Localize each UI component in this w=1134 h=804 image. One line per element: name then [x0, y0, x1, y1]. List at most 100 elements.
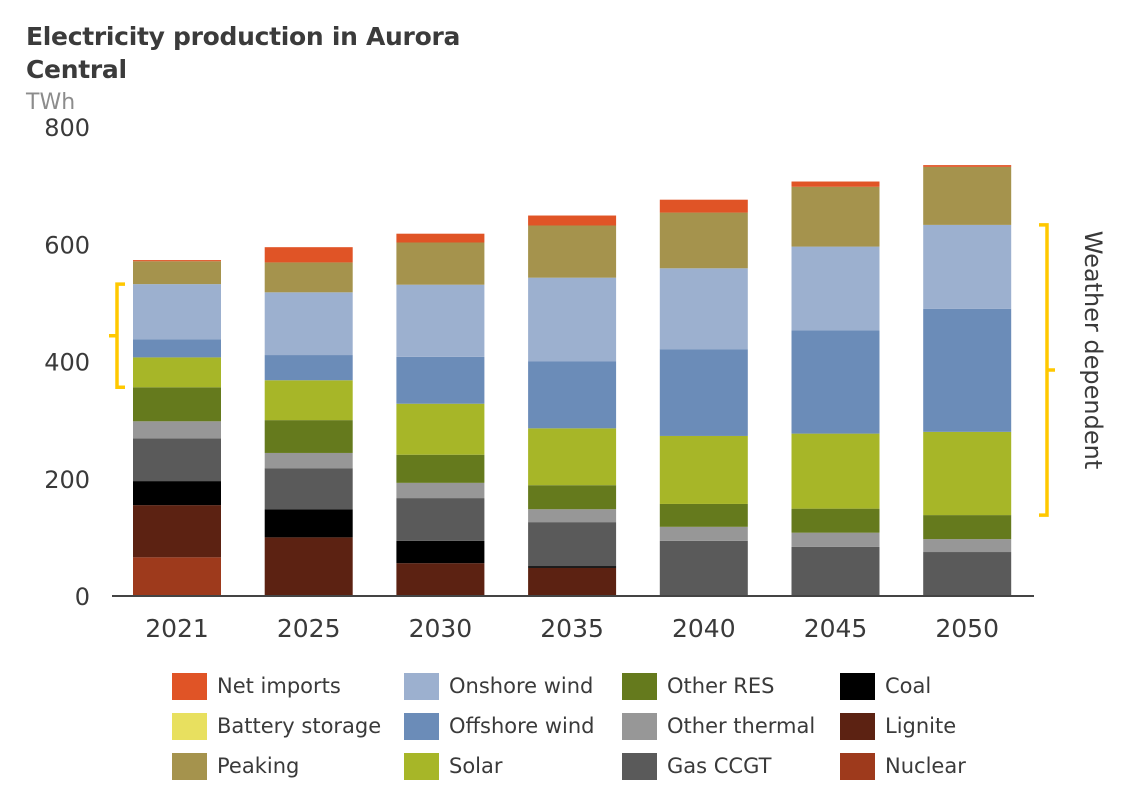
bar-segment-solar — [264, 380, 353, 421]
bar-segment-lignite — [133, 505, 221, 558]
bar-segment-lignite — [528, 567, 617, 596]
legend-swatch — [172, 712, 207, 740]
bar-segment-onshore-wind — [923, 224, 1012, 309]
bar-segment-other-res — [264, 420, 353, 453]
bar-segment-solar — [528, 428, 617, 486]
legend-swatch — [622, 672, 657, 700]
bracket-left — [109, 282, 125, 390]
bar-segment-onshore-wind — [264, 292, 353, 356]
bar-segment-peaking — [264, 262, 353, 293]
legend-label: Solar — [449, 754, 503, 778]
bar-segment-peaking — [923, 166, 1012, 225]
bar-2021 — [133, 260, 221, 596]
x-tick-label: 2050 — [935, 614, 999, 643]
legend-item-other-res: Other RES — [622, 669, 775, 703]
legend-swatch — [404, 752, 439, 780]
legend-label: Onshore wind — [449, 674, 594, 698]
x-tick-label: 2030 — [409, 614, 473, 643]
bar-segment-net-imports — [659, 199, 748, 213]
bar-segment-coal — [264, 509, 353, 538]
legend-swatch — [840, 752, 875, 780]
y-axis-ticks: 0 200 400 600 800 — [44, 114, 90, 611]
legend-label: Offshore wind — [449, 714, 595, 738]
bar-segment-offshore-wind — [133, 339, 221, 358]
legend-label: Nuclear — [885, 754, 966, 778]
weather-dependent-brackets — [109, 223, 1055, 517]
bar-segment-offshore-wind — [791, 330, 880, 434]
bar-segment-net-imports — [791, 181, 880, 187]
x-tick-label: 2025 — [277, 614, 341, 643]
bar-segment-offshore-wind — [923, 308, 1012, 432]
bracket-right — [1039, 223, 1055, 517]
legend-swatch — [404, 672, 439, 700]
legend-label: Other thermal — [667, 714, 816, 738]
legend-item-lignite: Lignite — [840, 709, 956, 743]
bar-2050 — [923, 165, 1012, 596]
legend-item-coal: Coal — [840, 669, 931, 703]
legend-swatch — [172, 672, 207, 700]
bar-segment-other-res — [659, 503, 748, 527]
bar-segment-onshore-wind — [133, 284, 221, 340]
bar-segment-net-imports — [528, 215, 617, 226]
legend-item-other-thermal: Other thermal — [622, 709, 815, 743]
bar-segment-lignite — [396, 563, 485, 596]
bar-segment-coal — [133, 481, 221, 506]
legend-label: Battery storage — [217, 714, 382, 738]
legend-label: Gas CCGT — [667, 754, 772, 778]
x-tick-label: 2035 — [540, 614, 604, 643]
y-tick-label: 0 — [75, 583, 90, 611]
legend-label: Peaking — [217, 754, 300, 778]
bar-segment-net-imports — [264, 247, 353, 263]
bar-2045 — [791, 181, 880, 596]
bar-segment-solar — [659, 435, 748, 504]
bar-segment-coal — [396, 540, 485, 564]
legend-item-onshore-wind: Onshore wind — [404, 669, 593, 703]
y-tick-label: 600 — [44, 231, 90, 259]
bar-segment-offshore-wind — [528, 361, 617, 429]
legend-item-battery-storage: Battery storage — [172, 709, 381, 743]
x-tick-label: 2040 — [672, 614, 736, 643]
weather-dependent-label: Weather dependent — [1079, 231, 1107, 470]
legend-label: Other RES — [667, 674, 775, 698]
bar-segment-other-res — [133, 387, 221, 422]
bar-segment-other-thermal — [133, 421, 221, 439]
bar-segment-other-thermal — [528, 509, 617, 523]
bar-segment-solar — [923, 431, 1012, 516]
legend-swatch — [622, 752, 657, 780]
bar-segment-onshore-wind — [528, 277, 617, 362]
bar-segment-other-res — [923, 515, 1012, 540]
bar-segment-other-res — [528, 485, 617, 510]
bar-segment-gas-ccgt — [264, 468, 353, 510]
x-tick-label: 2045 — [804, 614, 868, 643]
bar-segment-solar — [133, 357, 221, 388]
bar-segment-peaking — [396, 242, 485, 285]
y-axis-unit: TWh — [26, 90, 76, 115]
bar-2040 — [659, 199, 748, 596]
legend-item-nuclear: Nuclear — [840, 749, 966, 783]
bar-segment-offshore-wind — [396, 356, 485, 404]
bars — [133, 165, 1012, 596]
bar-2035 — [528, 215, 617, 596]
bar-segment-offshore-wind — [264, 355, 353, 381]
legend-swatch — [622, 712, 657, 740]
bar-segment-other-thermal — [659, 526, 748, 541]
bar-segment-other-thermal — [923, 539, 1012, 553]
bar-segment-nuclear — [133, 557, 221, 596]
bar-segment-gas-ccgt — [659, 540, 748, 596]
x-tick-label: 2021 — [145, 614, 209, 643]
legend-swatch — [172, 752, 207, 780]
legend-item-peaking: Peaking — [172, 749, 299, 783]
legend-item-offshore-wind: Offshore wind — [404, 709, 595, 743]
bar-segment-gas-ccgt — [133, 438, 221, 482]
bar-segment-other-thermal — [396, 482, 485, 499]
y-tick-label: 800 — [44, 114, 90, 142]
bar-segment-peaking — [659, 212, 748, 269]
bar-segment-offshore-wind — [659, 349, 748, 436]
legend-item-net-imports: Net imports — [172, 669, 341, 703]
bar-segment-lignite — [264, 537, 353, 596]
bar-segment-other-thermal — [791, 532, 880, 547]
legend-label: Coal — [885, 674, 932, 698]
legend-swatch — [840, 672, 875, 700]
bar-segment-net-imports — [396, 233, 485, 243]
x-axis-labels: 2021 2025 2030 2035 2040 2045 2050 — [145, 614, 999, 643]
